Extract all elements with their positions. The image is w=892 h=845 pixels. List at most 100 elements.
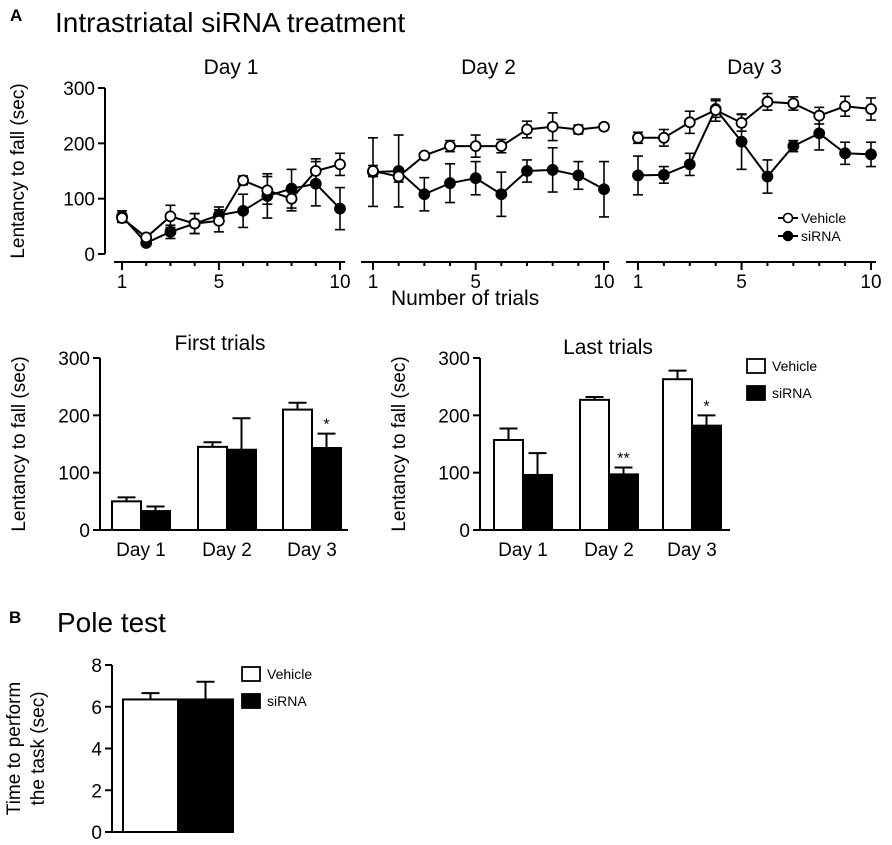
data-point [683,116,696,129]
legend-label: Vehicle [801,210,846,226]
y-tick-label: 300 [438,349,470,370]
panel-a-title: Intrastriatal siRNA treatment [55,7,405,38]
bar-sirna [608,473,639,531]
y-tick-label: 4 [91,740,102,761]
chart-title: Last trials [563,336,653,359]
legend-label: siRNA [267,693,307,709]
y-tick-label: 300 [58,349,90,370]
series-sirna [367,134,610,218]
data-point [813,127,826,140]
y-tick-label: 100 [58,464,90,485]
x-tick-label: 10 [860,272,881,293]
data-point [444,177,456,190]
chart-title: First trials [175,332,266,355]
data-point [865,148,877,161]
series-line [637,107,872,179]
legend-label: Vehicle [267,666,312,682]
data-point [598,120,610,133]
data-point [495,188,508,201]
y-axis-label-line2: the task (sec) [28,691,49,805]
y-tick-label: 2 [91,781,102,802]
legend-swatch [746,358,766,374]
series-line [372,125,605,178]
bar-vehicle [493,438,524,531]
data-point [839,100,852,113]
data-point [367,165,379,177]
x-category-label: Day 3 [667,540,717,561]
data-point [444,140,456,153]
x-category-label: Day 2 [584,540,634,561]
legend-marker [782,212,794,224]
y-tick-label: 6 [91,698,102,719]
y-tick-label: 200 [63,134,95,155]
legend-label: siRNA [801,228,841,244]
chart-title: Day 2 [461,56,516,79]
data-point [212,214,225,227]
y-tick-label: 0 [459,521,470,542]
series-line [372,168,605,196]
y-tick-label: 0 [84,245,95,266]
chart-title: Day 1 [204,56,259,79]
data-point [164,210,177,223]
y-axis-label: Lentancy to fall (sec) [8,83,29,258]
data-point [761,95,774,108]
series-vehicle [632,92,877,147]
legend-marker [782,230,794,242]
y-tick-label: 0 [79,521,90,542]
data-point [632,169,644,182]
x-tick-label: 1 [117,272,128,293]
bar-sirna [311,447,342,531]
series-line [121,163,341,239]
x-tick-label: 5 [470,272,481,293]
bar-sirna [522,473,553,531]
line-chart-day2: Day 2 1 5 10 [361,56,615,293]
data-point [237,174,250,187]
y-tick-label: 100 [438,464,470,485]
series-line [121,182,341,245]
chart-title: Day 3 [727,56,782,79]
y-tick-label: 300 [63,79,95,100]
x-tick-label: 10 [593,272,614,293]
significance-marker: * [323,417,329,434]
x-category-label: Day 1 [498,540,548,561]
bar-chart-last-trials: Last trials 0 100 200 300 Lentancy to fall (s… [389,336,817,561]
significance-marker: * [703,398,709,415]
data-point [761,170,774,183]
x-category-label: Day 1 [116,540,166,561]
data-point [237,204,250,217]
bar-vehicle [282,408,313,532]
data-point [392,170,405,183]
data-point [469,172,482,185]
data-point [309,165,322,177]
bar-chart-first-trials: First trials 0 100 200 300 Lentancy to fall (… [9,332,348,561]
series-vehicle [116,152,346,244]
data-point [787,97,800,110]
x-tick-label: 1 [633,272,644,293]
data-point [572,123,585,136]
legend-label: Vehicle [772,358,817,374]
bar-sirna [691,424,722,531]
bar-sirna [226,448,257,532]
data-point [709,104,722,117]
data-point [683,158,696,171]
data-point [839,147,852,160]
data-point [140,231,153,244]
y-tick-label: 0 [91,823,102,844]
data-point [334,158,346,171]
y-axis-label: Lentancy to fall (sec) [9,356,30,531]
bar-vehicle [197,445,228,531]
data-point [572,169,585,182]
data-point [787,140,800,153]
x-tick-label: 5 [214,272,225,293]
bar-chart-pole-test: 0 2 4 6 8 Time to perform the task (sec) Vehicl… [4,656,312,844]
legend-swatch [746,385,766,401]
bar-vehicle [122,698,179,833]
series-line [638,100,872,139]
data-point [735,135,748,148]
significance-marker: ** [617,451,629,468]
panel-a-label: A [10,6,22,25]
bar-vehicle [579,398,610,531]
data-point [546,120,559,133]
panel-b-label: B [9,608,21,627]
